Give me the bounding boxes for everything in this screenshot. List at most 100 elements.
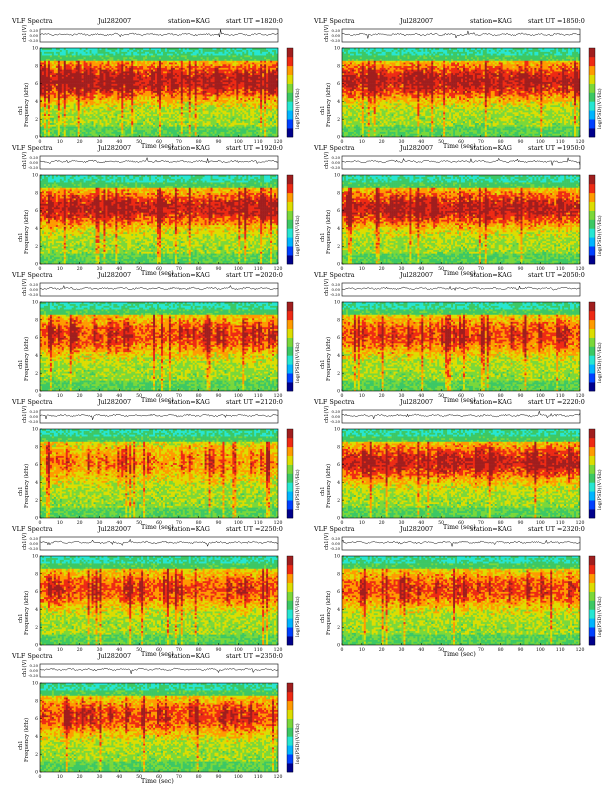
x-tick-label: 110 (254, 266, 263, 272)
x-tick-label: 30 (399, 266, 405, 272)
panel-date: Jul282007 (400, 271, 434, 279)
waveform-trace (341, 539, 581, 548)
colorbar-segment (287, 382, 293, 392)
colorbar-segment (287, 119, 293, 129)
x-axis-label: Time (sec) (141, 524, 174, 531)
waveform-trace (39, 284, 279, 291)
x-tick-label: 80 (196, 647, 202, 653)
x-tick-label: 20 (77, 266, 83, 272)
x-tick-label: 60 (156, 139, 162, 145)
panel-title: VLF Spectra (314, 17, 355, 25)
x-tick-label: 20 (77, 393, 83, 399)
panel-start-time: start UT =2050:0 (528, 271, 585, 279)
y-tick-label: 2 (337, 625, 340, 631)
x-tick-label: 110 (556, 393, 565, 399)
x-tick-label: 90 (216, 139, 222, 145)
x-tick-label: 40 (116, 647, 122, 653)
spectrogram-y-label: Frequency (kHz) (326, 336, 332, 381)
colorbar-segment (589, 48, 595, 58)
x-tick-label: 70 (176, 139, 182, 145)
panel-date: Jul282007 (98, 398, 132, 406)
waveform-tick-label: -0.20 (28, 38, 38, 43)
colorbar-segment (589, 183, 595, 194)
waveform-y-label: ch1(V) (324, 532, 330, 550)
waveform-frame (39, 409, 279, 424)
x-tick-label: 50 (438, 647, 444, 653)
colorbar-segment (287, 364, 293, 374)
colorbar-label: log(PSD)(V²/Hz) (597, 469, 603, 510)
y-tick-label: 8 (35, 444, 38, 450)
y-tick-label: 6 (35, 335, 38, 341)
colorbar-segment (589, 219, 595, 229)
colorbar-segment (589, 573, 595, 583)
y-tick-label: 8 (337, 63, 340, 69)
x-tick-label: 70 (478, 139, 484, 145)
colorbar-segment (287, 328, 293, 338)
spectrogram-panel: VLF Spectra Jul282007 station=KAG start UT … (8, 397, 304, 531)
waveform-tick-label: 0.20 (332, 155, 341, 160)
x-tick-label: 110 (254, 139, 263, 145)
x-tick-label: 70 (176, 774, 182, 780)
x-tick-label: 70 (478, 393, 484, 399)
colorbar-segment (589, 600, 595, 610)
x-tick-label: 100 (234, 520, 243, 526)
spectrogram-chart: 0.200.00-0.200 10 20 30 40 50 60 70 80 90 100 110 12… (330, 536, 596, 653)
waveform-frame (39, 28, 279, 43)
colorbar-frame (286, 555, 294, 646)
panel-title: VLF Spectra (12, 652, 53, 660)
x-tick-label: 100 (536, 647, 545, 653)
waveform-trace (39, 29, 279, 38)
panel-date: Jul282007 (98, 144, 132, 152)
panel-station: station=KAG (168, 398, 210, 406)
panel-date: Jul282007 (98, 271, 132, 279)
panel-date: Jul282007 (400, 398, 434, 406)
x-tick-label: 10 (359, 647, 365, 653)
spectrogram-image (342, 556, 580, 645)
panel-date: Jul282007 (400, 17, 434, 25)
y-tick-label: 0 (35, 262, 38, 268)
colorbar-segment (589, 319, 595, 329)
spectrogram-image (40, 429, 278, 518)
y-tick-label: 0 (337, 135, 340, 141)
waveform-tick-label: -0.20 (330, 165, 340, 170)
y-tick-label: 6 (337, 208, 340, 214)
colorbar-segment (287, 346, 293, 356)
x-tick-label: 20 (379, 520, 385, 526)
x-tick-label: 20 (379, 139, 385, 145)
panel-title: VLF Spectra (12, 17, 53, 25)
colorbar-segment (287, 627, 293, 637)
y-tick-label: 2 (35, 752, 38, 758)
waveform-tick-label: 0.20 (30, 155, 39, 160)
colorbar-segment (589, 328, 595, 338)
y-tick-label: 0 (337, 516, 340, 522)
colorbar-segment (287, 110, 293, 120)
x-tick-label: 20 (379, 266, 385, 272)
colorbar-segment (287, 183, 293, 194)
panel-date: Jul282007 (400, 525, 434, 533)
colorbar-segment (589, 491, 595, 501)
waveform-tick-label: -0.20 (330, 419, 340, 424)
x-tick-label: 90 (518, 647, 524, 653)
waveform-tick-label: -0.20 (330, 292, 340, 297)
colorbar-segment (287, 175, 293, 185)
x-tick-label: 70 (478, 647, 484, 653)
colorbar-segment (287, 564, 293, 575)
y-tick-label: 10 (334, 300, 340, 306)
colorbar-segment (589, 556, 595, 566)
waveform-trace (341, 285, 581, 292)
y-tick-label: 4 (337, 99, 340, 105)
x-tick-label: 100 (234, 393, 243, 399)
waveform-tick-label: 0.20 (30, 663, 39, 668)
waveform-tick-label: 0.20 (30, 409, 39, 414)
colorbar-frame (286, 682, 294, 773)
colorbar-segment (287, 319, 293, 329)
x-tick-label: 100 (234, 647, 243, 653)
colorbar-segment (589, 228, 595, 238)
x-tick-label: 90 (216, 266, 222, 272)
colorbar-segment (589, 302, 595, 312)
colorbar-segment (287, 683, 293, 693)
panel-start-time: start UT =1850:0 (528, 17, 585, 25)
panel-title: VLF Spectra (12, 398, 53, 406)
waveform-tick-label: -0.20 (28, 419, 38, 424)
spectrogram-y-label: Frequency (kHz) (24, 209, 30, 254)
